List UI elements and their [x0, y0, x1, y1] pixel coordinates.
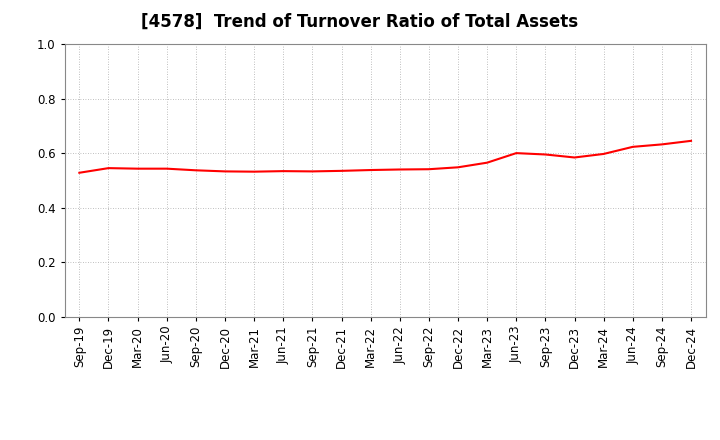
Text: [4578]  Trend of Turnover Ratio of Total Assets: [4578] Trend of Turnover Ratio of Total … — [141, 13, 579, 31]
